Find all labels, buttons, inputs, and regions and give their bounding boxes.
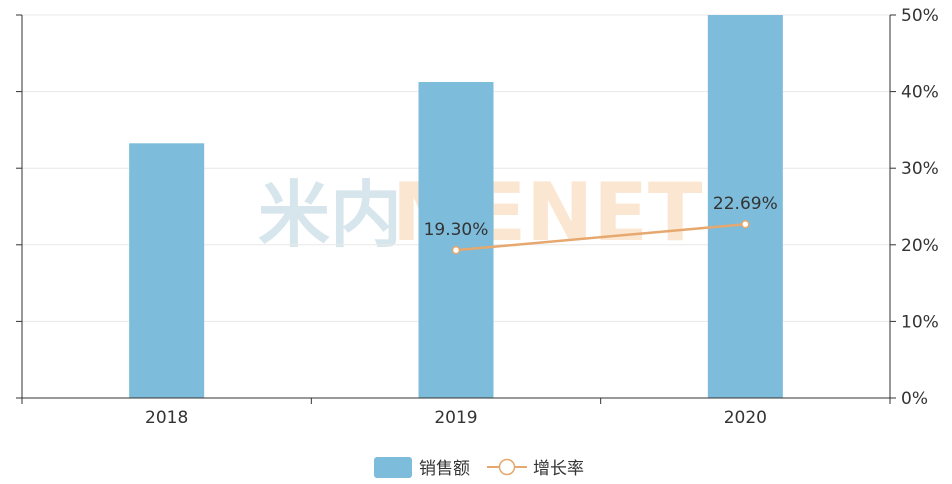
growth-line <box>455 222 746 252</box>
legend[interactable]: 销售额 增长率 <box>374 457 584 479</box>
bar-2018[interactable] <box>129 143 205 398</box>
bar-2020[interactable] <box>707 15 783 398</box>
line-point-2020[interactable] <box>741 219 750 229</box>
line-series <box>451 219 750 255</box>
axes: 0% 10% 20% 30% 40% 50% 2018 2019 2020 <box>16 6 939 428</box>
data-label-2019: 19.30% <box>424 220 489 240</box>
legend-bar-swatch[interactable] <box>374 457 412 478</box>
right-axis-tick-label: 20% <box>901 236 939 256</box>
data-label-2020: 22.69% <box>713 194 778 214</box>
right-axis-tick-label: 0% <box>901 389 928 409</box>
line-point-2019[interactable] <box>451 245 461 255</box>
x-axis-tick-label: 2018 <box>145 408 188 428</box>
x-axis-tick-label: 2019 <box>434 408 477 428</box>
right-axis-tick-label: 50% <box>901 6 939 26</box>
legend-line-marker[interactable] <box>498 458 516 476</box>
bar-2019[interactable] <box>418 82 494 399</box>
right-axis-tick-label: 30% <box>901 159 939 179</box>
right-axis-tick-label: 40% <box>901 83 939 103</box>
watermark-cn: 米内 <box>258 173 402 257</box>
right-axis-tick-label: 10% <box>901 312 939 332</box>
x-axis-tick-label: 2020 <box>724 408 767 428</box>
bar-series <box>129 15 783 399</box>
data-labels: 19.30% 22.69% <box>424 194 778 240</box>
legend-bar-label[interactable]: 销售额 <box>419 459 470 479</box>
legend-line-label[interactable]: 增长率 <box>533 459 584 479</box>
